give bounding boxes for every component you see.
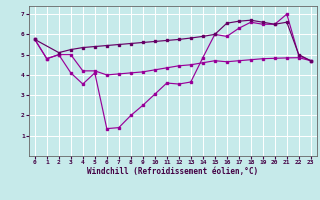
X-axis label: Windchill (Refroidissement éolien,°C): Windchill (Refroidissement éolien,°C) [87,167,258,176]
